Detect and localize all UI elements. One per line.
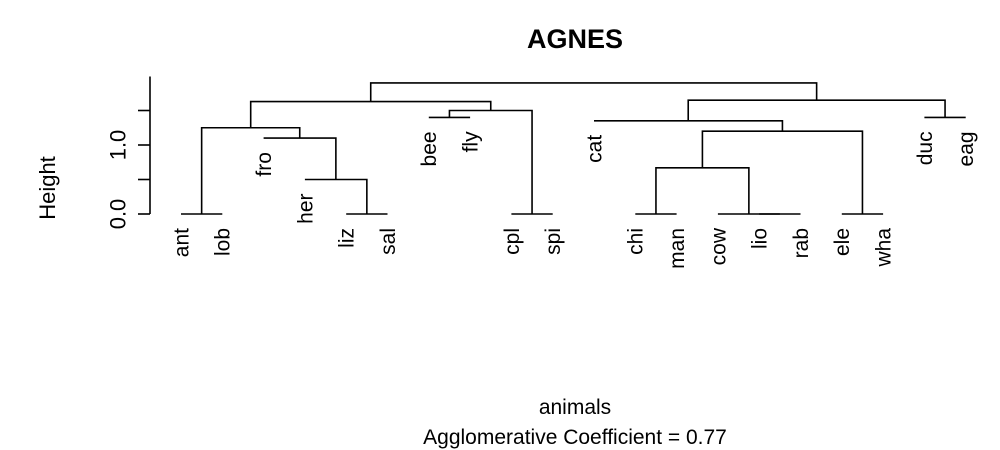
y-tick-label: 0.0: [106, 199, 131, 230]
leaf-label-chi: chi: [625, 228, 648, 255]
leaf-label-spi: spi: [542, 228, 565, 255]
dendrogram-merge: [594, 120, 784, 132]
dendrogram-merge: [369, 82, 818, 102]
x-axis-label: animals: [539, 396, 611, 419]
y-tick-label: 1.0: [106, 130, 131, 161]
leaf-label-fly: fly: [459, 131, 482, 153]
agglomerative-coefficient: Agglomerative Coefficient = 0.77: [423, 426, 727, 449]
leaf-label-bee: bee: [418, 131, 441, 166]
leaf-label-ele: ele: [831, 228, 854, 256]
dendrogram-branches: [181, 82, 966, 215]
dendrogram-merge: [701, 130, 864, 214]
leaf-label-ant: ant: [170, 228, 193, 257]
dendrogram-merge: [448, 109, 533, 214]
dendrogram-merge: [304, 178, 368, 214]
leaf-label-liz: liz: [336, 228, 359, 248]
leaf-label-cpl: cpl: [501, 228, 524, 255]
leaf-label-cat: cat: [583, 135, 606, 163]
leaf-label-her: her: [294, 194, 317, 224]
y-axis: 0.0 1.0 Height: [35, 76, 151, 230]
leaf-label-fro: fro: [253, 152, 276, 177]
leaf-label-cow: cow: [707, 227, 730, 265]
dendrogram-merge: [263, 137, 337, 180]
dendrogram-merge: [249, 100, 492, 128]
leaf-label-duc: duc: [914, 131, 937, 165]
y-axis-label: Height: [35, 156, 60, 220]
dendrogram-merge: [687, 99, 946, 121]
leaf-label-lob: lob: [212, 228, 235, 256]
dendrogram-merge: [655, 166, 750, 214]
leaf-label-rab: rab: [790, 228, 813, 258]
leaf-label-man: man: [666, 228, 689, 269]
leaf-label-wha: wha: [872, 228, 895, 268]
dendrogram-merge: [200, 126, 301, 214]
chart-title: AGNES: [527, 24, 623, 54]
leaf-label-eag: eag: [955, 131, 978, 166]
leaf-label-lio: lio: [749, 228, 772, 249]
leaf-label-sal: sal: [377, 228, 400, 255]
